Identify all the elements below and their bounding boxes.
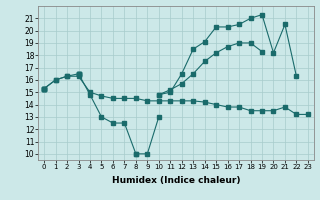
X-axis label: Humidex (Indice chaleur): Humidex (Indice chaleur)	[112, 176, 240, 185]
